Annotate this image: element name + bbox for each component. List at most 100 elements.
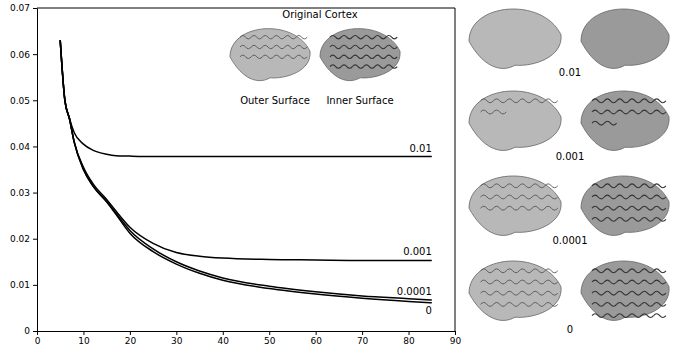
brain-fold xyxy=(481,99,494,103)
series-line xyxy=(60,40,432,303)
tick-label: 50 xyxy=(264,336,276,346)
brain-fold xyxy=(262,36,273,39)
brain-fold xyxy=(493,110,506,114)
brain-fold xyxy=(592,302,604,306)
brain-fold xyxy=(641,269,653,273)
brain-fold xyxy=(506,206,519,210)
tick-mark xyxy=(33,146,37,147)
brain-fold xyxy=(629,314,641,318)
brain-fold xyxy=(341,55,352,58)
brain-outline xyxy=(581,261,669,320)
panel-label: 0.0001 xyxy=(553,235,588,246)
brain-fold xyxy=(375,36,386,39)
brain-fold xyxy=(274,45,285,48)
brain-image xyxy=(320,29,400,81)
tick-label: 0.05 xyxy=(10,96,30,106)
tick-mark xyxy=(33,285,37,286)
brain-fold xyxy=(592,269,604,273)
brain-fold xyxy=(493,302,506,306)
axis-line xyxy=(38,331,456,332)
tick-mark xyxy=(223,331,224,335)
brain-fold xyxy=(641,206,653,210)
tick: 0 xyxy=(35,331,41,346)
brain-fold xyxy=(592,314,604,318)
tick-mark xyxy=(33,239,37,240)
brain-fold xyxy=(592,184,604,188)
brain-fold xyxy=(240,36,251,39)
panel-label: 0.001 xyxy=(556,151,585,162)
tick-mark xyxy=(455,331,456,335)
tick-label: 60 xyxy=(310,336,322,346)
tick: 0.07 xyxy=(10,3,37,13)
tick-label: 0 xyxy=(35,336,41,346)
brain-fold xyxy=(654,269,666,273)
tick-label: 0.04 xyxy=(10,142,30,152)
brain-fold xyxy=(493,206,506,210)
brain-fold xyxy=(262,55,273,58)
brain-outline xyxy=(320,29,400,81)
brain-fold xyxy=(341,36,352,39)
tick: 30 xyxy=(171,331,183,346)
brain-fold xyxy=(641,195,653,199)
brain-fold xyxy=(629,206,641,210)
brain-fold xyxy=(604,110,616,114)
brain-image xyxy=(581,261,669,320)
brain-fold xyxy=(364,45,375,48)
brain-fold xyxy=(532,206,545,210)
brain-fold xyxy=(532,195,545,199)
brain-outline xyxy=(230,29,310,81)
brain-fold xyxy=(654,217,666,221)
brain-fold xyxy=(532,302,545,306)
brain-fold xyxy=(592,195,604,199)
brain-fold xyxy=(386,65,397,68)
brain-fold xyxy=(296,36,307,39)
x-axis: 0102030405060708090 xyxy=(35,331,462,346)
brain-fold xyxy=(375,65,386,68)
brain-fold xyxy=(375,45,386,48)
brain-fold xyxy=(629,280,641,284)
brain-fold xyxy=(629,291,641,295)
brain-fold xyxy=(386,36,397,39)
brain-outline xyxy=(469,261,561,320)
brain-outline xyxy=(581,176,669,235)
brain-fold xyxy=(545,184,558,188)
tick-label: 20 xyxy=(125,336,137,346)
brain-fold xyxy=(641,302,653,306)
tick-mark xyxy=(37,331,38,335)
brain-fold xyxy=(604,99,616,103)
brain-image xyxy=(469,9,561,68)
brain-fold xyxy=(506,302,519,306)
brain-fold xyxy=(641,314,653,318)
brain-fold xyxy=(519,184,532,188)
brain-fold xyxy=(592,121,604,125)
brain-fold xyxy=(481,206,494,210)
brain-fold xyxy=(285,45,296,48)
series-label: 0.01 xyxy=(410,143,432,154)
brain-outline xyxy=(581,9,669,68)
brain-fold xyxy=(604,217,616,221)
panels: 0.010.0010.00010 xyxy=(469,9,669,335)
tick: 40 xyxy=(218,331,230,346)
brain-fold xyxy=(641,99,653,103)
brain-fold xyxy=(506,195,519,199)
tick-mark xyxy=(33,54,37,55)
tick-mark xyxy=(83,331,84,335)
brain-fold xyxy=(617,99,629,103)
series-label: 0.0001 xyxy=(397,286,432,297)
tick-label: 30 xyxy=(171,336,183,346)
brain-fold xyxy=(545,269,558,273)
brain-fold xyxy=(240,55,251,58)
brain-fold xyxy=(604,269,616,273)
brain-fold xyxy=(519,291,532,295)
tick: 60 xyxy=(310,331,322,346)
brain-fold xyxy=(654,206,666,210)
series-label: 0.001 xyxy=(403,246,432,257)
brain-fold xyxy=(604,302,616,306)
brain-fold xyxy=(654,302,666,306)
brain-fold xyxy=(604,206,616,210)
brain-fold xyxy=(629,269,641,273)
brain-fold xyxy=(604,291,616,295)
brain-fold xyxy=(330,65,341,68)
brain-image xyxy=(469,91,561,150)
brain-fold xyxy=(364,36,375,39)
